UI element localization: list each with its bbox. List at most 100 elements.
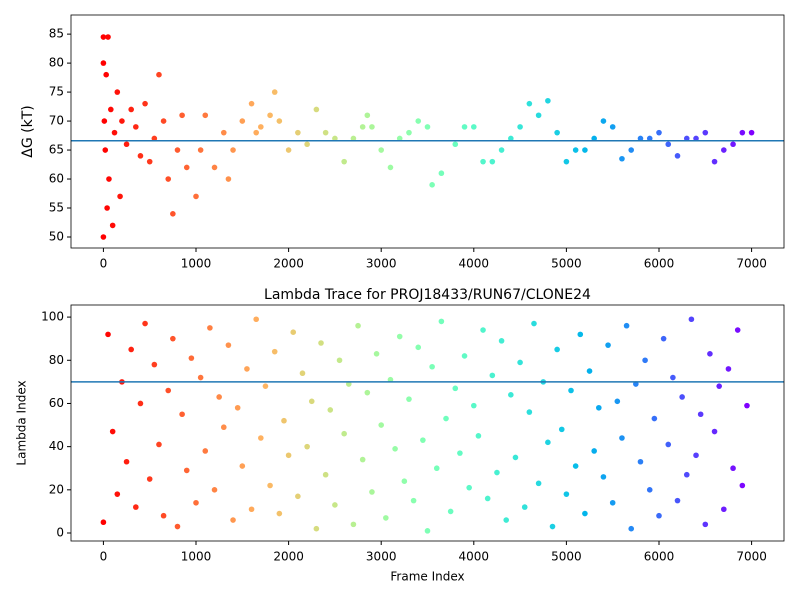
point — [475, 433, 482, 439]
point — [702, 129, 709, 136]
x-tick-label: 2000 — [273, 257, 304, 271]
point — [174, 523, 181, 530]
x-tick-label: 0 — [100, 550, 108, 564]
x-tick-label: 0 — [100, 257, 108, 271]
point — [350, 521, 357, 528]
point — [285, 452, 292, 459]
y-axis-label: Lambda Index — [15, 380, 29, 465]
point — [100, 60, 107, 66]
point — [225, 342, 232, 348]
point — [646, 487, 653, 493]
y-tick-label: 60 — [49, 172, 64, 186]
point — [480, 327, 486, 333]
point — [267, 112, 273, 119]
point — [526, 100, 533, 107]
point — [554, 129, 560, 136]
point — [572, 147, 579, 153]
point — [133, 124, 139, 130]
axes-frame — [70, 14, 785, 249]
point — [248, 506, 255, 513]
y-tick-label: 20 — [49, 482, 64, 496]
point — [133, 504, 139, 510]
point — [146, 476, 153, 482]
point — [220, 129, 227, 136]
y-tick-label: 55 — [49, 201, 64, 215]
point — [577, 331, 584, 338]
y-tick-label: 80 — [49, 353, 64, 367]
point — [406, 129, 412, 136]
y-tick-label: 60 — [49, 396, 64, 410]
point — [665, 441, 672, 448]
point — [313, 525, 320, 532]
point — [702, 521, 709, 528]
point — [392, 446, 398, 452]
point — [271, 89, 278, 95]
point — [332, 502, 338, 508]
point — [258, 435, 264, 441]
point — [438, 318, 445, 325]
point — [466, 484, 472, 491]
point — [345, 381, 352, 387]
point — [614, 398, 621, 405]
point — [146, 158, 153, 165]
point — [739, 482, 746, 489]
point — [503, 517, 510, 523]
point — [341, 158, 347, 165]
point — [322, 471, 329, 478]
point — [619, 155, 625, 162]
point — [433, 465, 440, 472]
point — [415, 118, 422, 124]
point — [308, 398, 315, 405]
point — [341, 430, 347, 437]
y-tick-label: 0 — [56, 526, 64, 540]
point — [239, 463, 246, 469]
x-tick-label: 7000 — [736, 550, 767, 564]
x-tick-label: 5000 — [551, 257, 582, 271]
y-tick-label: 65 — [49, 143, 64, 157]
point — [137, 400, 144, 407]
point — [591, 135, 597, 142]
point — [170, 211, 176, 217]
point — [230, 147, 236, 153]
point — [508, 135, 514, 142]
point — [387, 376, 394, 383]
point — [373, 350, 380, 357]
point — [378, 147, 385, 153]
point — [725, 366, 732, 372]
point — [452, 385, 459, 392]
point — [665, 141, 672, 148]
point — [545, 439, 551, 446]
point — [535, 112, 542, 119]
point — [744, 402, 750, 409]
point — [258, 124, 264, 130]
x-tick-label: 1000 — [181, 550, 212, 564]
point — [105, 331, 111, 338]
y-tick-label: 70 — [49, 114, 64, 128]
point — [359, 456, 366, 463]
point — [424, 124, 431, 130]
point — [359, 124, 366, 130]
point — [494, 469, 500, 476]
x-tick-label: 1000 — [181, 257, 212, 271]
point — [572, 463, 579, 469]
point — [660, 335, 667, 342]
point — [748, 129, 755, 136]
x-tick-label: 6000 — [644, 257, 675, 271]
point — [489, 372, 496, 379]
x-tick-label: 7000 — [736, 257, 767, 271]
point — [253, 316, 259, 323]
point — [170, 335, 176, 342]
point — [295, 493, 301, 500]
point — [401, 478, 408, 484]
point — [600, 474, 607, 480]
point — [160, 118, 167, 124]
point — [160, 512, 167, 519]
point — [563, 491, 570, 497]
y-tick-label: 85 — [49, 27, 64, 41]
point — [410, 497, 417, 504]
point — [253, 129, 259, 136]
point — [128, 106, 134, 113]
point — [179, 411, 185, 418]
point — [429, 363, 435, 370]
point — [165, 176, 172, 182]
